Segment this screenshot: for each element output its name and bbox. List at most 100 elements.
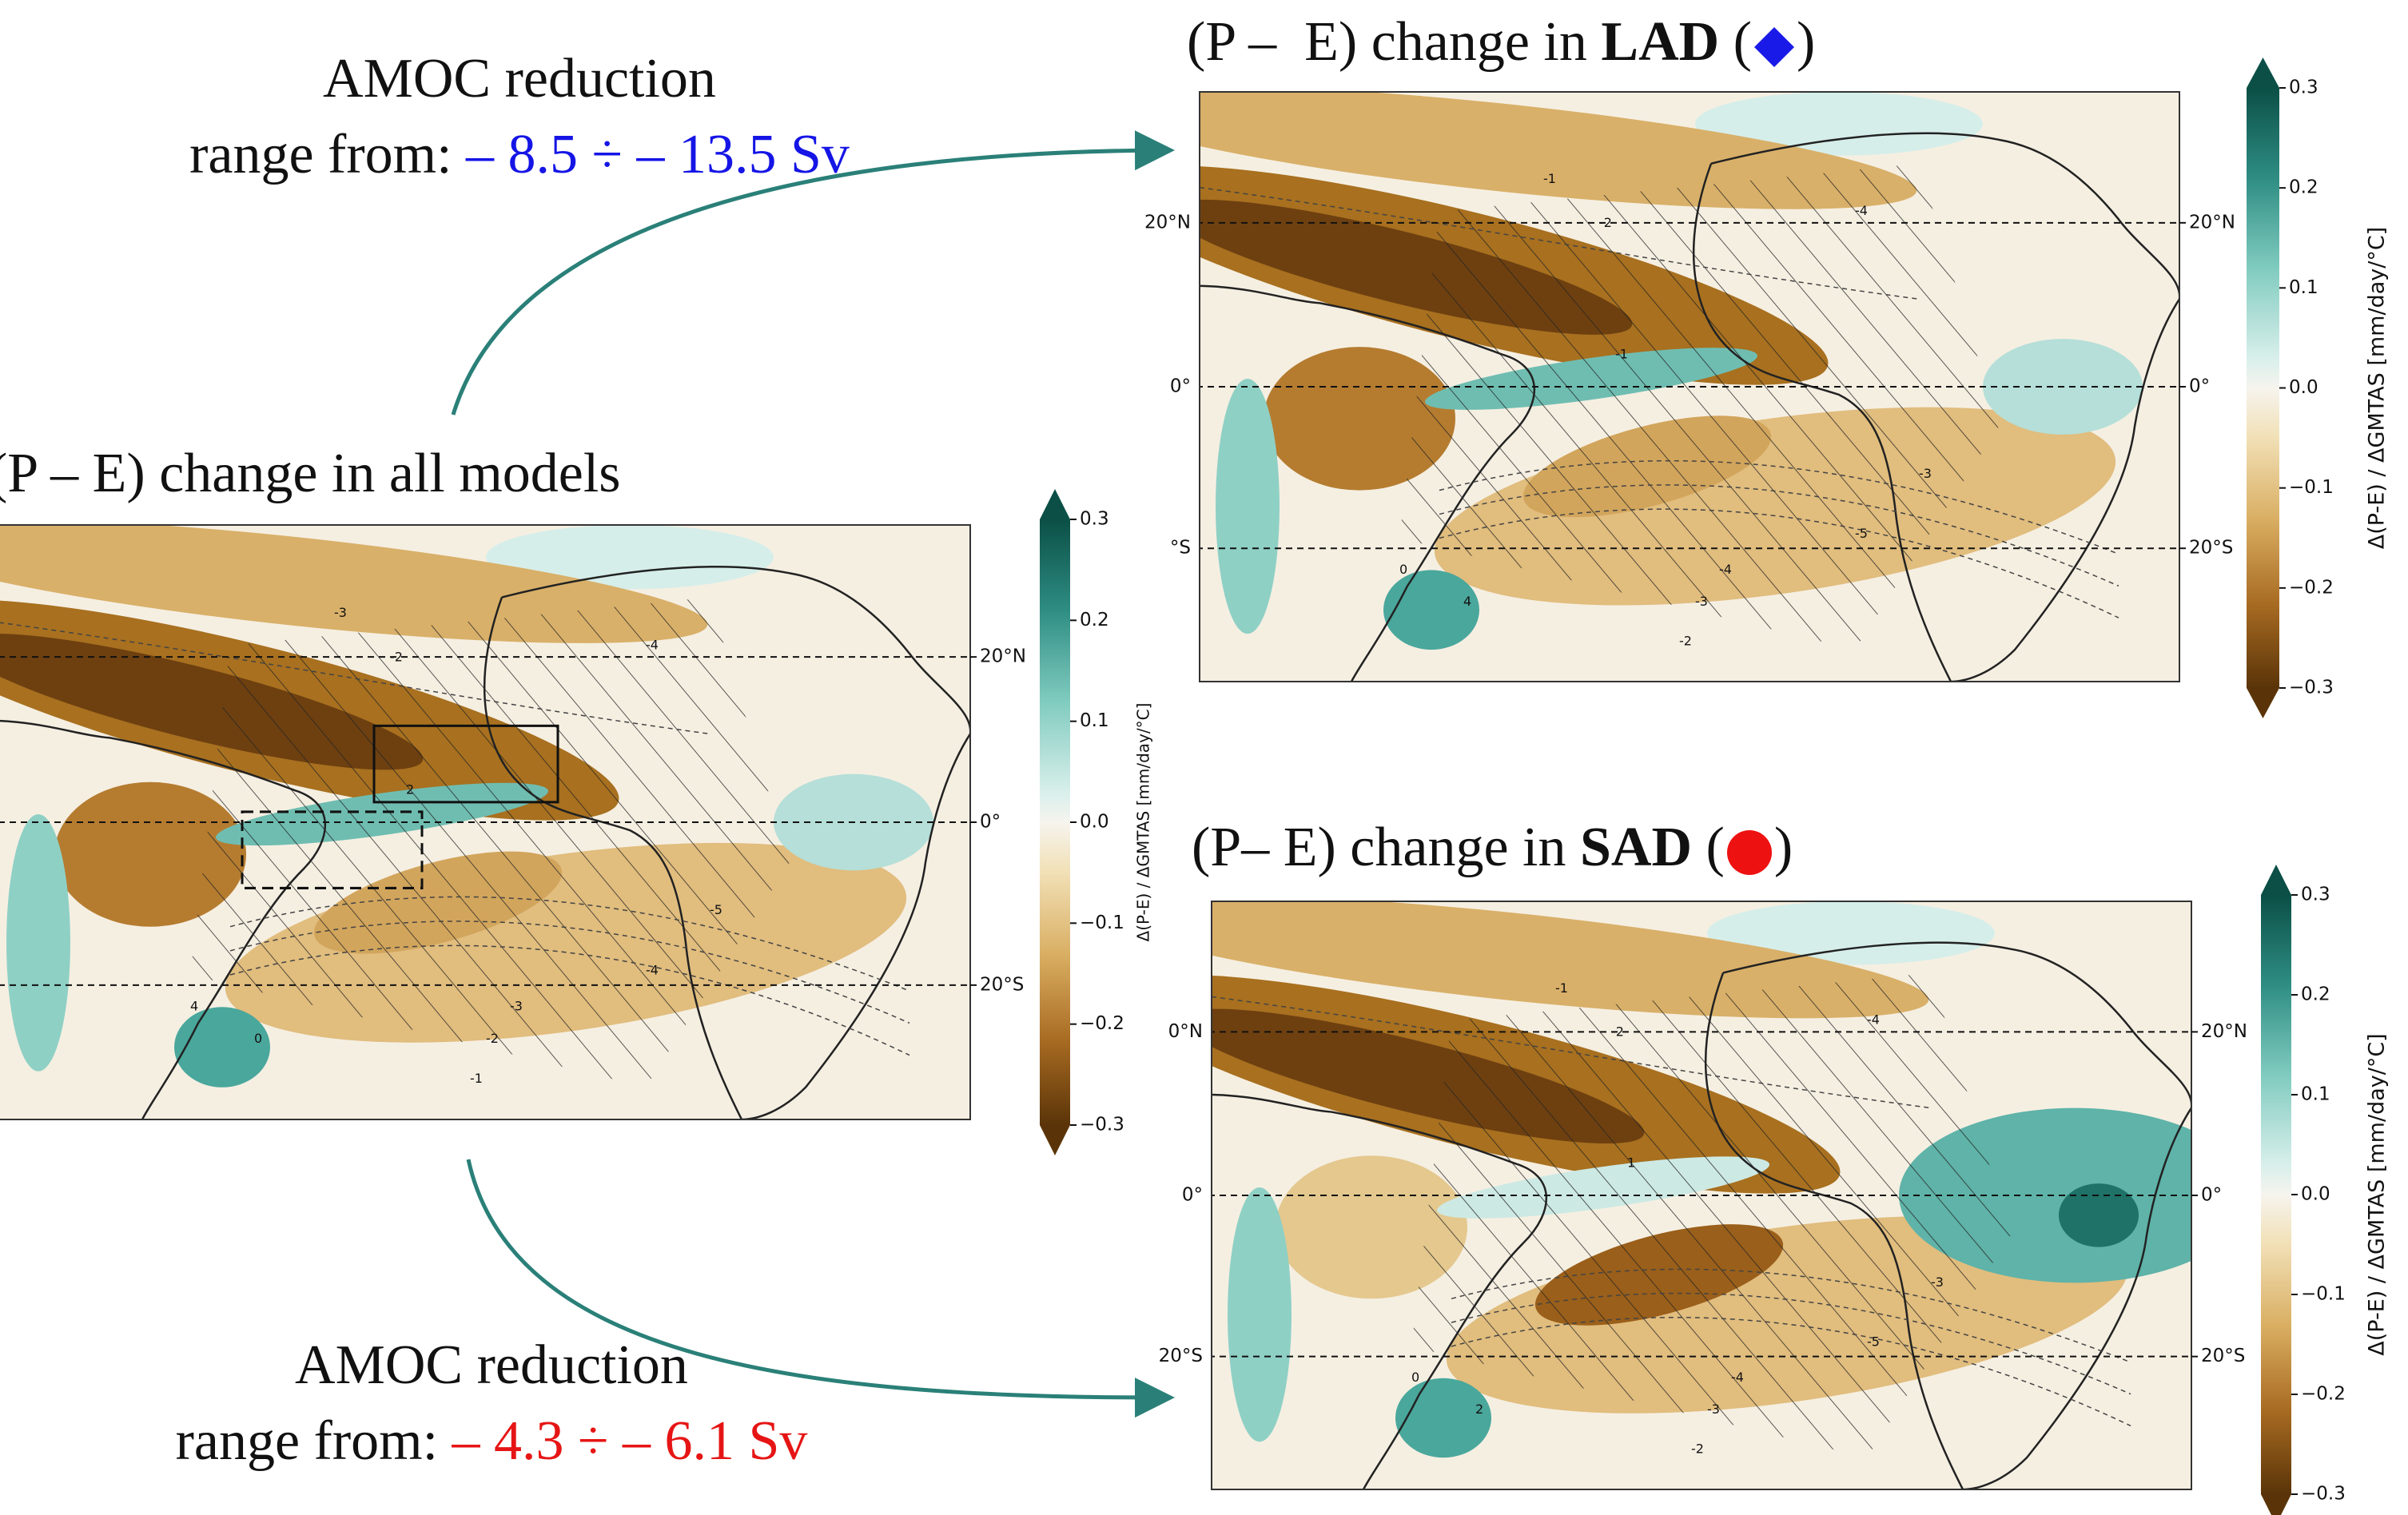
colorbar-tick-label: −0.3 [1080,1115,1124,1135]
colorbar [1040,519,1070,1125]
annotation-line: range from: – 4.3 ÷ – 6.1 Sv [92,1404,891,1480]
lat-label: 20°N [2201,1021,2247,1042]
colorbar-tick-label: 0.0 [2301,1184,2330,1205]
colorbar-tick-label: 0.2 [2301,984,2330,1005]
lat-label: 20°S [980,974,1024,995]
contour-label: -3 [334,605,347,620]
colorbar-tick-label: −0.1 [2289,477,2334,498]
contour-label: 0 [254,1031,262,1046]
contour-label: 4 [1463,594,1471,609]
title-text: ( [1719,11,1752,73]
title-text: ) [1774,817,1793,878]
contour-label: -3 [1931,1274,1944,1290]
contour-label: -1 [1543,171,1556,186]
title-text: (P– E) change in [1192,817,1580,878]
colorbar-tick-label: 0.1 [2301,1084,2330,1105]
colorbar-tick-label: −0.3 [2301,1484,2346,1505]
contour-label: -3 [510,999,523,1014]
contour-label: -4 [1867,1012,1880,1028]
contour-label: 2 [1475,1402,1483,1417]
diamond-marker [1752,25,1797,70]
lat-label: 20°N [2189,212,2235,233]
contour-label: -2 [1691,1441,1704,1457]
colorbar-tick-label: −0.2 [1080,1013,1124,1034]
colorbar-tick-label: 0.2 [1080,610,1109,630]
title-text: ( [1692,817,1725,878]
annotation-line: AMOC reduction [92,1328,891,1404]
lat-label: 0° [1182,1185,1203,1206]
annotation-range: – 4.3 ÷ – 6.1 Sv [452,1410,808,1472]
colorbar-extend [2247,58,2279,88]
figure: -3-2-42-5-4-3-2-14020°N0°20°S-1-2-4-1-3-… [0,0,2408,1515]
contour-label: -2 [390,649,403,664]
map: -3-2-42-5-4-3-2-140 [0,494,1029,1119]
colorbar [2247,88,2279,688]
lat-label: 0° [980,812,1001,833]
contour-label: -5 [710,902,722,917]
contour-label: 2 [406,781,414,797]
colorbar-tick-label: 0.1 [2289,277,2318,298]
teal-area [6,814,70,1072]
colorbar-label: Δ(P-E) / ΔGMTAS [mm/day/°C] [1134,703,1153,942]
contour-label: -2 [486,1031,499,1046]
lat-label: 0°N [1168,1021,1203,1042]
map-content: -1-2-4-1-3-5-4-3-204 [1040,61,2239,682]
teal-area [1395,1378,1491,1457]
colorbar-label: Δ(P-E) / ΔGMTAS [mm/day/°C] [2365,1033,2390,1355]
colorbar-extend [2261,1494,2291,1515]
teal-area [1383,570,1479,650]
colorbar-tick-label: 0.1 [1080,710,1109,731]
colorbar-label: Δ(P-E) / ΔGMTAS [mm/day/°C] [2365,227,2390,549]
contour-label: -1 [1555,980,1568,996]
contour-label: -2 [1679,634,1692,649]
circle-marker [1725,828,1774,877]
panel-title: (P– E) change in SAD () [1192,820,1793,877]
teal-area [2059,1183,2139,1247]
title-bold: SAD [1580,817,1692,878]
lat-label: 20°N [980,646,1026,667]
teal-area [174,1007,270,1088]
map-content: -1-2-41-3-5-4-3-202 [1052,870,2251,1489]
colorbar-tick-label: 0.0 [2289,377,2318,398]
panel-title: (P – E) change in all models [0,446,621,502]
colorbar-tick-label: −0.1 [1080,913,1124,933]
colorbar-tick-label: 0.3 [1080,509,1109,530]
contour-label: -3 [1695,594,1708,609]
teal-area [1228,1187,1292,1441]
colorbar-tick-label: 0.3 [2289,78,2318,98]
page: -3-2-42-5-4-3-2-14020°N0°20°S-1-2-4-1-3-… [0,0,2408,1515]
colorbar-extend [1040,1125,1070,1155]
annotation-range: – 8.5 ÷ – 13.5 Sv [466,124,850,185]
contour-label: -4 [1855,203,1868,218]
title-text: ) [1797,11,1815,73]
colorbar [2261,895,2291,1494]
contour-label: 0 [1399,562,1407,577]
contour-label: -2 [1611,1024,1624,1040]
contour-label: -1 [1615,347,1628,362]
colorbar-tick-label: −0.2 [2301,1384,2346,1405]
colorbar-tick-label: −0.1 [2301,1284,2346,1305]
colorbar-tick-label: −0.2 [2289,577,2334,598]
title-text: (P – E) change in [1187,11,1601,73]
contour-label: 4 [190,999,198,1014]
annotation-label: range from: [176,1410,438,1472]
contour-label: 1 [1627,1155,1635,1171]
contour-label: -3 [1919,466,1932,481]
contour-label: -4 [646,962,659,977]
lat-label: 20°S [2189,538,2233,559]
title-bold: LAD [1601,11,1719,73]
colorbar-extend [2261,865,2291,895]
contour-label: -4 [1719,562,1732,577]
contour-label: -5 [1855,526,1868,541]
lat-label: 20°S [2201,1346,2245,1366]
lat-label: 20°S [1159,1346,1203,1366]
lat-label: 20°N [1144,212,1191,233]
contour-label: -5 [1867,1334,1880,1350]
panel-title: (P – E) change in LAD () [1187,14,1815,70]
lat-label: 0° [2201,1185,2222,1206]
lat-label: °S [1170,538,1191,559]
colorbar-tick-label: −0.3 [2289,678,2334,698]
lat-label: 0° [2189,376,2210,397]
contour-label: -4 [646,637,659,652]
colorbar-tick-label: 0.3 [2301,885,2330,905]
